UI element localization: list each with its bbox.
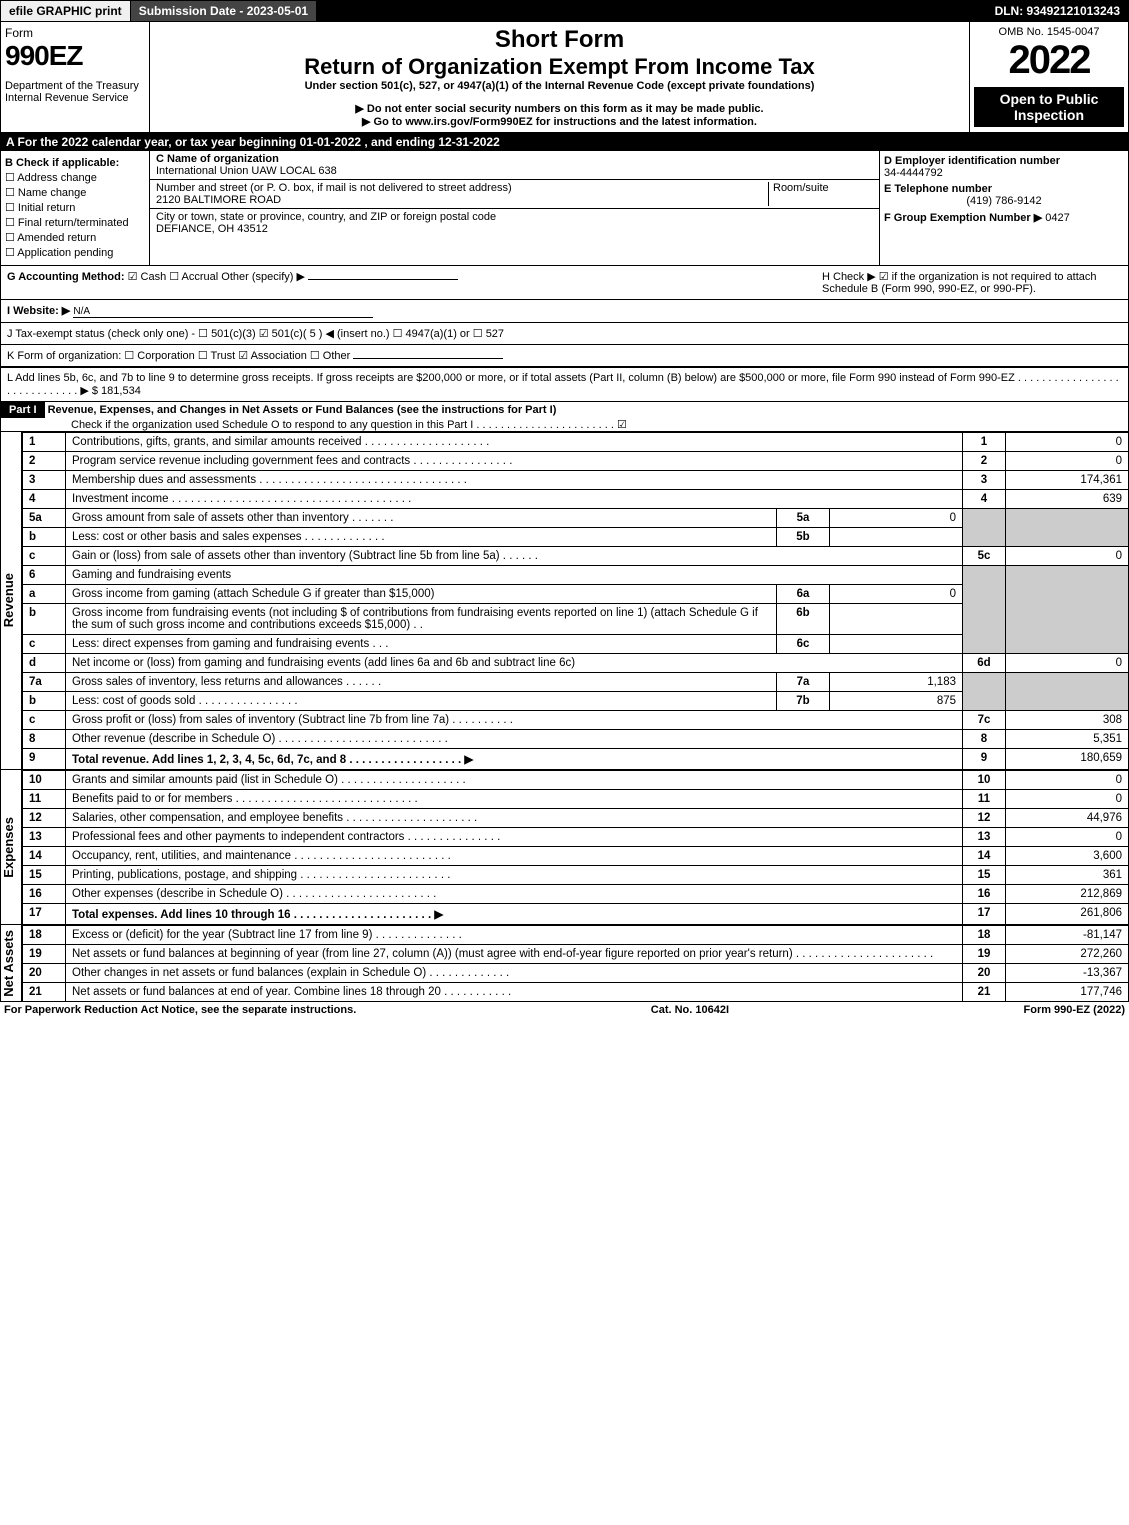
l-text: L Add lines 5b, 6c, and 7b to line 9 to … [7, 372, 1119, 397]
org-name: International Union UAW LOCAL 638 [156, 165, 337, 177]
part1-label: Part I [1, 402, 45, 418]
note-goto[interactable]: ▶ Go to www.irs.gov/Form990EZ for instru… [154, 115, 965, 128]
g-options[interactable]: ☑ Cash ☐ Accrual Other (specify) ▶ [128, 271, 305, 283]
section-d: D Employer identification number 34-4444… [880, 151, 1128, 265]
b-title: B Check if applicable: [5, 157, 145, 169]
open-public: Open to Public Inspection [974, 87, 1124, 127]
netassets-section: Net Assets 18Excess or (deficit) for the… [0, 925, 1129, 1002]
row-l: L Add lines 5b, 6c, and 7b to line 9 to … [0, 368, 1129, 402]
line-16: 16Other expenses (describe in Schedule O… [23, 885, 1129, 904]
side-revenue: Revenue [1, 573, 21, 627]
b-application-pending[interactable]: ☐ Application pending [5, 246, 145, 259]
line-1: 1Contributions, gifts, grants, and simil… [23, 433, 1129, 452]
i-label: I Website: ▶ [7, 305, 70, 317]
part1-check[interactable]: Check if the organization used Schedule … [1, 419, 627, 431]
org-city: DEFIANCE, OH 43512 [156, 223, 268, 235]
dept-treasury: Department of the Treasury Internal Reve… [5, 80, 145, 104]
line-19: 19Net assets or fund balances at beginni… [23, 945, 1129, 964]
line-12: 12Salaries, other compensation, and empl… [23, 809, 1129, 828]
info-grid: B Check if applicable: ☐ Address change … [0, 151, 1129, 266]
title-short-form: Short Form [154, 26, 965, 54]
netassets-table: 18Excess or (deficit) for the year (Subt… [22, 925, 1129, 1002]
line-6: 6Gaming and fundraising events [23, 566, 1129, 585]
group-number: 0427 [1045, 212, 1069, 224]
expenses-section: Expenses 10Grants and similar amounts pa… [0, 770, 1129, 925]
org-street: 2120 BALTIMORE ROAD [156, 194, 281, 206]
side-expenses: Expenses [1, 817, 21, 878]
top-bar: efile GRAPHIC print Submission Date - 20… [0, 0, 1129, 22]
footer-left: For Paperwork Reduction Act Notice, see … [4, 1004, 356, 1016]
line-11: 11Benefits paid to or for members . . . … [23, 790, 1129, 809]
line-5a: 5aGross amount from sale of assets other… [23, 509, 1129, 528]
line-18: 18Excess or (deficit) for the year (Subt… [23, 926, 1129, 945]
line-6d: dNet income or (loss) from gaming and fu… [23, 654, 1129, 673]
line-14: 14Occupancy, rent, utilities, and mainte… [23, 847, 1129, 866]
c-city-label: City or town, state or province, country… [156, 211, 496, 223]
ein: 34-4444792 [884, 167, 1124, 179]
line-21: 21Net assets or fund balances at end of … [23, 983, 1129, 1002]
omb-number: OMB No. 1545-0047 [974, 26, 1124, 38]
line-5c: cGain or (loss) from sale of assets othe… [23, 547, 1129, 566]
website: N/A [73, 306, 373, 318]
row-k: K Form of organization: ☐ Corporation ☐ … [0, 345, 1129, 368]
side-netassets: Net Assets [1, 930, 21, 997]
b-address-change[interactable]: ☐ Address change [5, 171, 145, 184]
title-return: Return of Organization Exempt From Incom… [154, 54, 965, 80]
part1-title: Revenue, Expenses, and Changes in Net As… [48, 404, 557, 416]
expenses-table: 10Grants and similar amounts paid (list … [22, 770, 1129, 925]
line-17: 17Total expenses. Add lines 10 through 1… [23, 904, 1129, 925]
line-8: 8Other revenue (describe in Schedule O) … [23, 730, 1129, 749]
footer-mid: Cat. No. 10642I [651, 1004, 729, 1016]
revenue-table: 1Contributions, gifts, grants, and simil… [22, 432, 1129, 770]
g-label: G Accounting Method: [7, 271, 125, 283]
note-ssn: ▶ Do not enter social security numbers o… [154, 102, 965, 115]
group-label: F Group Exemption Number ▶ [884, 212, 1042, 224]
form-number: 990EZ [5, 40, 145, 72]
form-header: Form 990EZ Department of the Treasury In… [0, 22, 1129, 133]
b-final-return[interactable]: ☐ Final return/terminated [5, 216, 145, 229]
h-text: H Check ▶ ☑ if the organization is not r… [822, 270, 1122, 295]
line-20: 20Other changes in net assets or fund ba… [23, 964, 1129, 983]
subtitle: Under section 501(c), 527, or 4947(a)(1)… [154, 80, 965, 92]
tax-year: 2022 [974, 38, 1124, 83]
b-amended-return[interactable]: ☐ Amended return [5, 231, 145, 244]
room-label: Room/suite [773, 182, 829, 194]
phone-label: E Telephone number [884, 183, 1124, 195]
line-7a: 7aGross sales of inventory, less returns… [23, 673, 1129, 692]
efile-label[interactable]: efile GRAPHIC print [1, 1, 131, 21]
line-9: 9Total revenue. Add lines 1, 2, 3, 4, 5c… [23, 749, 1129, 770]
j-text[interactable]: J Tax-exempt status (check only one) - ☐… [7, 328, 504, 340]
line-4: 4Investment income . . . . . . . . . . .… [23, 490, 1129, 509]
part1-header-row: Part I Revenue, Expenses, and Changes in… [0, 402, 1129, 432]
k-text[interactable]: K Form of organization: ☐ Corporation ☐ … [7, 350, 350, 362]
dln: DLN: 93492121013243 [317, 1, 1128, 21]
line-15: 15Printing, publications, postage, and s… [23, 866, 1129, 885]
line-13: 13Professional fees and other payments t… [23, 828, 1129, 847]
row-g-h: G Accounting Method: ☑ Cash ☐ Accrual Ot… [0, 266, 1129, 300]
c-name-label: C Name of organization [156, 153, 279, 165]
footer: For Paperwork Reduction Act Notice, see … [0, 1002, 1129, 1018]
ein-label: D Employer identification number [884, 155, 1124, 167]
phone: (419) 786-9142 [884, 195, 1124, 207]
footer-right: Form 990-EZ (2022) [1024, 1004, 1125, 1016]
section-a: A For the 2022 calendar year, or tax yea… [0, 133, 1129, 151]
line-3: 3Membership dues and assessments . . . .… [23, 471, 1129, 490]
l-amount: 181,534 [101, 385, 141, 397]
row-i: I Website: ▶ N/A [0, 300, 1129, 323]
section-b: B Check if applicable: ☐ Address change … [1, 151, 150, 265]
line-7c: cGross profit or (loss) from sales of in… [23, 711, 1129, 730]
row-j: J Tax-exempt status (check only one) - ☐… [0, 323, 1129, 345]
line-2: 2Program service revenue including gover… [23, 452, 1129, 471]
section-c: C Name of organization International Uni… [150, 151, 880, 265]
c-street-label: Number and street (or P. O. box, if mail… [156, 182, 512, 194]
submission-date: Submission Date - 2023-05-01 [131, 1, 317, 21]
b-name-change[interactable]: ☐ Name change [5, 186, 145, 199]
form-word: Form [5, 26, 145, 40]
revenue-section: Revenue 1Contributions, gifts, grants, a… [0, 432, 1129, 770]
b-initial-return[interactable]: ☐ Initial return [5, 201, 145, 214]
line-10: 10Grants and similar amounts paid (list … [23, 771, 1129, 790]
